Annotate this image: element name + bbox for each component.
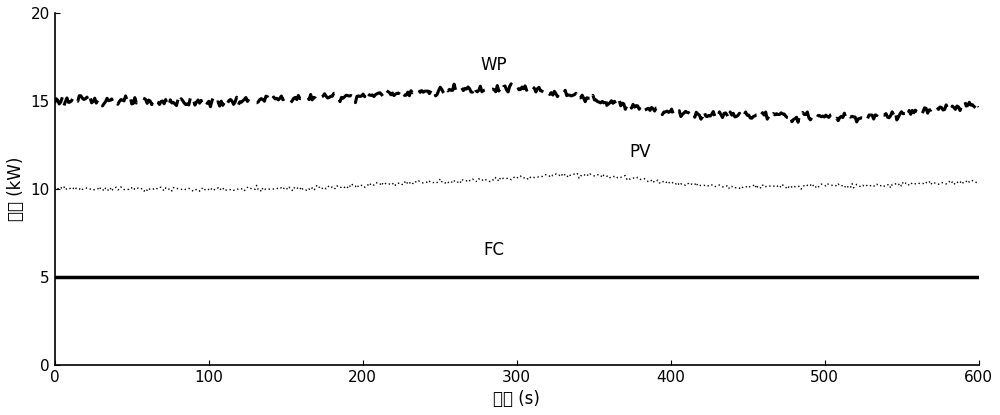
Text: PV: PV bbox=[629, 143, 651, 161]
X-axis label: 时间 (s): 时间 (s) bbox=[493, 390, 540, 408]
Text: WP: WP bbox=[480, 56, 507, 74]
Y-axis label: 功率 (kW): 功率 (kW) bbox=[7, 156, 25, 221]
Text: FC: FC bbox=[483, 241, 504, 259]
